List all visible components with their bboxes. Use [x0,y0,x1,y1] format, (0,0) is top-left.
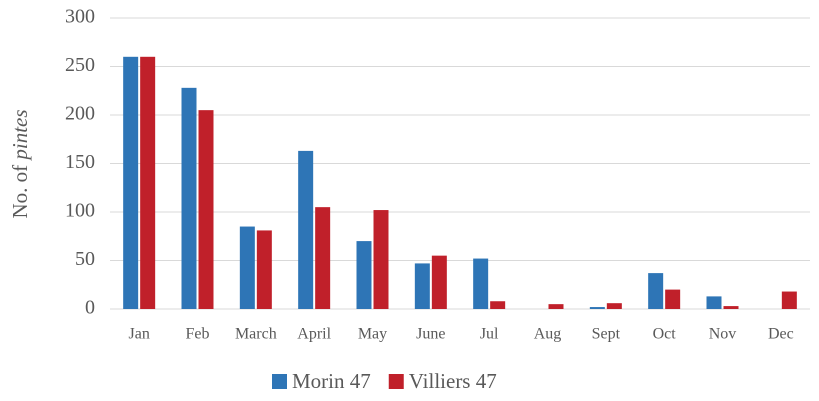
y-axis-label: No. of pintes [8,109,32,218]
legend-label: Villiers 47 [409,369,497,393]
x-tick-label: Feb [186,326,210,343]
legend-label: Morin 47 [292,369,371,393]
bar [373,210,389,309]
x-tick-label: Oct [653,326,677,343]
x-tick-label: April [297,326,331,343]
bar [256,230,272,309]
y-tick-label: 250 [65,54,95,76]
x-tick-label: June [416,326,445,343]
x-tick-label: March [235,326,277,343]
bar [665,289,681,309]
bar [781,291,797,309]
y-tick-label: 150 [65,151,95,173]
y-tick-label: 100 [65,200,95,222]
bar [181,87,197,309]
bar [140,56,156,309]
bar [490,301,506,309]
y-tick-label: 50 [75,248,95,270]
bar [123,56,139,309]
bar [198,110,214,310]
y-tick-label: 200 [65,103,95,125]
bar [239,226,255,309]
bar [298,150,314,309]
legend-swatch [388,374,404,389]
x-tick-label: Jan [129,326,150,343]
bar [648,273,664,309]
bar [414,263,430,309]
x-tick-label: Jul [480,326,499,343]
x-tick-label: Aug [534,326,562,343]
y-tick-label: 300 [65,6,95,28]
bar [431,255,447,309]
x-tick-label: May [358,326,387,343]
bar [723,306,739,309]
x-tick-label: Sept [592,326,621,343]
bar [548,304,564,309]
bar [315,207,331,309]
x-tick-label: Dec [768,326,794,343]
bar [606,303,622,309]
bar [356,241,372,309]
legend-swatch [272,374,287,389]
bar [706,296,722,309]
y-tick-label: 0 [85,297,95,319]
x-tick-label: Nov [709,326,737,343]
bar [473,258,489,309]
bar [589,307,605,309]
